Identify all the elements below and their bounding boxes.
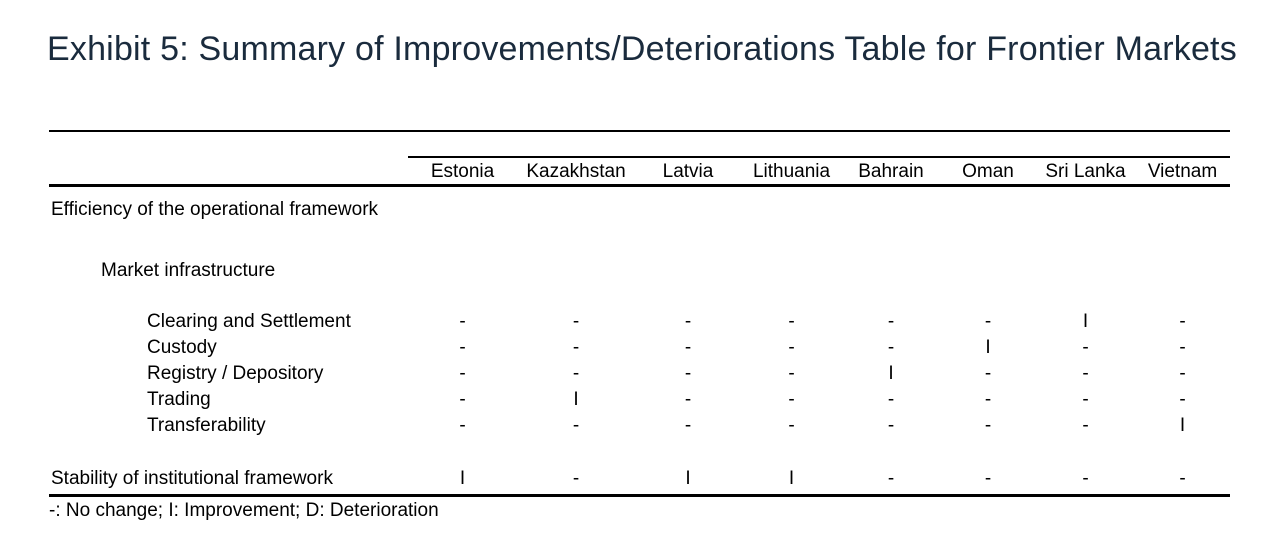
value-cell: - — [984, 414, 992, 436]
value-cell: - — [459, 336, 466, 358]
value-cell: - — [887, 388, 895, 410]
value-cell: - — [984, 362, 992, 384]
value-cell: I — [788, 467, 795, 489]
value-cell: - — [1082, 467, 1089, 489]
column-header-oman: Oman — [962, 161, 1014, 182]
table-header-row: Estonia Kazakhstan Latvia Lithuania Bahrain O… — [49, 156, 1230, 184]
value-cell: - — [984, 467, 992, 489]
value-cell: - — [788, 310, 795, 332]
value-cell: - — [788, 414, 795, 436]
value-cell: - — [572, 310, 580, 332]
row-label: Transferability — [147, 414, 266, 436]
value-cell: - — [684, 388, 692, 410]
value-cell: - — [684, 414, 692, 436]
value-cell: - — [684, 310, 692, 332]
table-row: Stability of institutional framework I - I I… — [49, 466, 1230, 492]
value-cell: - — [887, 336, 895, 358]
value-cell: - — [887, 467, 895, 489]
table-row: Market infrastructure — [49, 258, 1230, 284]
header-columns: Estonia Kazakhstan Latvia Lithuania Bahrain O… — [408, 156, 1230, 184]
value-cell: - — [1179, 362, 1186, 384]
value-cell: - — [1179, 336, 1186, 358]
row-label: Clearing and Settlement — [147, 310, 351, 332]
exhibit-title: Exhibit 5: Summary of Improvements/Deter… — [47, 30, 1237, 68]
value-cell: - — [984, 310, 992, 332]
table-row: Custody - - - - - I - - — [49, 335, 1230, 361]
row-values: -------I — [408, 413, 1230, 439]
table-body: Efficiency of the operational framework M… — [49, 197, 1230, 492]
column-header-bahrain: Bahrain — [858, 161, 924, 182]
value-cell: - — [684, 362, 692, 384]
value-cell: - — [1179, 388, 1186, 410]
column-header-lithuania: Lithuania — [752, 161, 831, 182]
row-label: Trading — [147, 388, 211, 410]
value-cell: - — [459, 310, 466, 332]
header-spacer-cell — [49, 156, 408, 184]
value-cell: I — [1179, 414, 1186, 436]
value-cell: - — [788, 362, 795, 384]
column-header-vietnam: Vietnam — [1147, 161, 1218, 182]
value-cell: - — [459, 362, 466, 384]
value-cell: - — [684, 336, 692, 358]
value-cell: I — [685, 467, 691, 489]
value-cell: - — [1082, 414, 1089, 436]
row-values: ----I--- — [408, 361, 1230, 387]
column-header-estonia: Estonia — [430, 161, 495, 182]
table-row: Efficiency of the operational framework — [49, 197, 1230, 223]
column-header-latvia: Latvia — [662, 161, 714, 182]
row-label: Custody — [147, 336, 217, 358]
summary-table: Estonia Kazakhstan Latvia Lithuania Bahrain O… — [49, 130, 1230, 497]
value-cell: I — [459, 467, 466, 489]
header-bottom-rule — [49, 184, 1230, 187]
row-label: Stability of institutional framework — [51, 467, 333, 489]
value-cell: - — [459, 388, 466, 410]
column-header-kazakhstan: Kazakhstan — [526, 161, 626, 182]
value-cell: I — [985, 336, 991, 358]
value-cell: - — [1082, 336, 1089, 358]
table-row: Clearing and Settlement - - - - - - I - — [49, 309, 1230, 335]
table-row: Registry / Depository - - - - I - - - — [49, 361, 1230, 387]
table-row: Trading - I - - - - - - — [49, 387, 1230, 413]
value-cell: - — [572, 362, 580, 384]
value-cell: - — [1082, 362, 1089, 384]
row-label: Efficiency of the operational framework — [51, 198, 379, 220]
value-cell: - — [1082, 388, 1089, 410]
value-cell: - — [572, 467, 580, 489]
value-cell: I — [1082, 310, 1089, 332]
value-cell: - — [984, 388, 992, 410]
value-cell: - — [459, 414, 466, 436]
row-values: -I------ — [408, 387, 1230, 413]
row-label: Registry / Depository — [147, 362, 324, 384]
value-cell: - — [572, 336, 580, 358]
value-cell: - — [887, 414, 895, 436]
value-cell: - — [788, 336, 795, 358]
value-cell: - — [788, 388, 795, 410]
row-label: Market infrastructure — [101, 259, 276, 281]
row-values: ------I- — [408, 309, 1230, 335]
column-header-sri-lanka: Sri Lanka — [1045, 161, 1126, 182]
value-cell: I — [888, 362, 894, 384]
value-cell: I — [573, 388, 579, 410]
value-cell: - — [1179, 467, 1186, 489]
value-cell: - — [887, 310, 895, 332]
row-values: -----I-- — [408, 335, 1230, 361]
table-row: Transferability - - - - - - - I — [49, 413, 1230, 439]
value-cell: - — [1179, 310, 1186, 332]
table-legend: -: No change; I: Improvement; D: Deterio… — [49, 500, 439, 521]
value-cell: - — [572, 414, 580, 436]
